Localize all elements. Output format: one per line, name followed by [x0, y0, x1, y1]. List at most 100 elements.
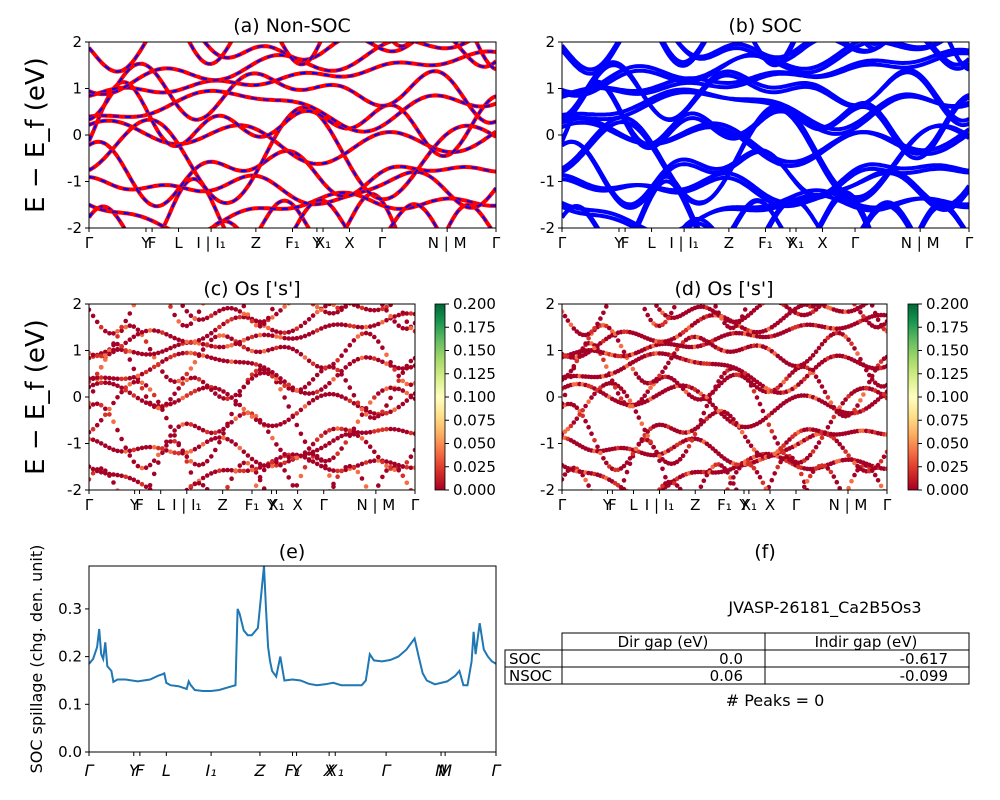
projection-point	[630, 451, 636, 457]
projection-point	[351, 324, 357, 329]
projection-point	[229, 395, 234, 400]
projection-point	[837, 291, 842, 296]
projection-point	[615, 391, 621, 396]
projection-point	[799, 471, 804, 477]
projection-point	[404, 465, 410, 470]
projection-point	[225, 421, 230, 427]
projection-point	[278, 422, 283, 427]
xtick-label: F	[621, 234, 630, 252]
table-row-nsoc-label: NSOC	[509, 667, 552, 685]
projection-point	[343, 517, 348, 522]
projection-point	[139, 380, 145, 386]
projection-point	[633, 409, 639, 414]
projection-point	[384, 410, 389, 416]
projection-point	[748, 443, 754, 449]
projection-point	[245, 460, 251, 466]
projection-point	[209, 430, 214, 436]
projection-point	[131, 380, 137, 385]
xtick-label: Y	[602, 496, 613, 514]
projection-point	[734, 323, 739, 329]
projection-point	[261, 332, 267, 338]
projection-point	[249, 456, 255, 462]
xtick-label: Γ	[558, 234, 567, 252]
projection-point	[257, 420, 263, 425]
projection-point	[867, 299, 872, 304]
projection-point	[147, 462, 153, 468]
projection-point	[829, 276, 834, 281]
projection-point	[302, 355, 308, 360]
projection-point	[302, 465, 308, 470]
projection-point	[253, 323, 259, 328]
projection-point	[152, 530, 157, 535]
projection-point	[400, 401, 406, 407]
projection-point	[152, 272, 157, 277]
projection-point	[266, 371, 271, 377]
projection-point	[257, 332, 263, 338]
projection-point	[270, 346, 275, 352]
projection-point	[858, 520, 863, 525]
xtick-label: Γ	[792, 496, 801, 514]
projection-point	[127, 375, 133, 381]
projection-point	[396, 297, 401, 302]
projection-point	[799, 379, 804, 385]
projection-point	[642, 393, 647, 399]
projection-point	[188, 375, 194, 381]
projection-point	[111, 419, 116, 425]
projection-point	[270, 370, 275, 375]
projection-point	[716, 383, 721, 389]
projection-point	[335, 305, 340, 311]
projection-point	[825, 425, 831, 430]
projection-point	[278, 455, 283, 460]
projection-point	[583, 403, 588, 409]
projection-point	[115, 329, 120, 334]
xtick-label: Γ	[85, 234, 94, 252]
projection-point	[94, 422, 100, 428]
projection-point	[257, 367, 263, 372]
projection-point	[164, 439, 169, 445]
projection-point	[172, 312, 177, 318]
projection-point	[127, 453, 133, 458]
projection-point	[408, 365, 414, 370]
projection-point	[885, 285, 890, 290]
projection-point	[221, 467, 226, 473]
projection-point	[89, 384, 92, 390]
projection-point	[601, 310, 606, 316]
projection-point	[152, 267, 157, 272]
projection-point	[359, 476, 365, 481]
projection-point	[592, 277, 597, 282]
projection-point	[131, 459, 137, 465]
projection-point	[884, 382, 887, 388]
projection-point	[331, 322, 336, 328]
projection-point	[89, 477, 92, 482]
projection-point	[384, 352, 389, 358]
projection-point	[713, 386, 718, 392]
projection-point	[778, 509, 783, 514]
projection-point	[94, 468, 100, 474]
projection-point	[314, 461, 320, 467]
projection-point	[323, 392, 328, 397]
projection-point	[867, 518, 872, 523]
projection-point	[846, 394, 851, 399]
projection-point	[270, 423, 275, 429]
projection-point	[327, 364, 332, 369]
projection-point	[648, 439, 653, 445]
projection-point	[816, 379, 822, 384]
projection-point	[781, 254, 786, 259]
projection-point	[742, 434, 748, 440]
projection-point	[339, 353, 344, 359]
projection-point	[89, 379, 92, 384]
projection-point	[111, 472, 116, 477]
projection-point	[290, 346, 296, 352]
projection-point	[852, 259, 857, 264]
projection-point	[628, 528, 633, 533]
projection-point	[143, 484, 149, 490]
projection-point	[188, 484, 194, 489]
projection-point	[151, 392, 157, 398]
colorbar-tick-label: 0.075	[926, 411, 969, 429]
projection-point	[176, 297, 181, 302]
projection-point	[294, 387, 300, 393]
projection-point	[91, 284, 96, 289]
ytick-label: 1	[72, 342, 82, 360]
xtick-label: I₁	[206, 761, 217, 780]
projection-point	[209, 313, 214, 319]
